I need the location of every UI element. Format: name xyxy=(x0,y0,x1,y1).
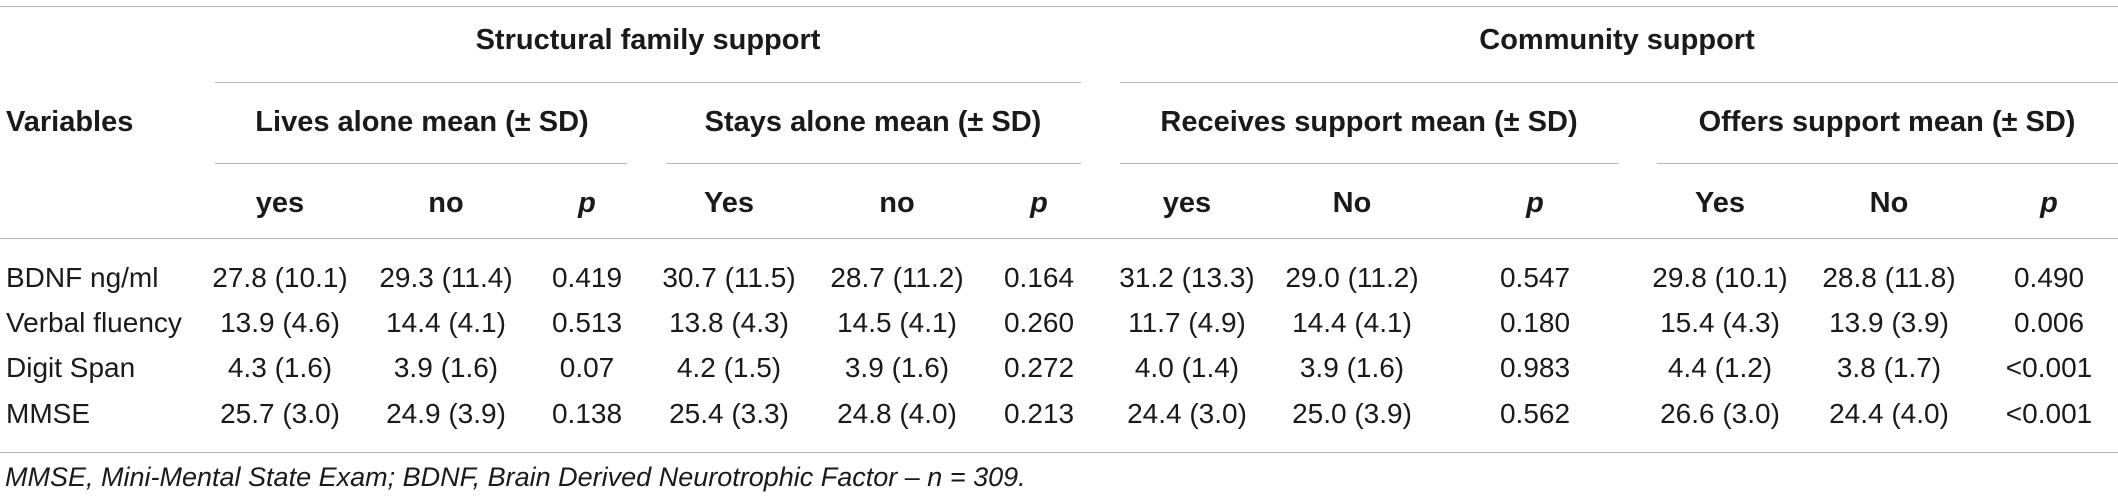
table-cell: 13.9 (3.9) xyxy=(1829,307,1949,338)
table-cell: 0.138 xyxy=(551,398,623,429)
table-cell: 0.006 xyxy=(2013,307,2085,338)
row-label: BDNF ng/ml xyxy=(6,262,159,293)
table-cell: <0.001 xyxy=(2005,352,2093,383)
table-cell: 25.0 (3.9) xyxy=(1292,398,1412,429)
table-cell: 4.3 (1.6) xyxy=(227,352,333,383)
variables-header: Variables xyxy=(6,106,134,138)
bottom-rule xyxy=(0,452,2118,453)
col-header-lives-yes: yes xyxy=(255,187,305,219)
table-cell: 0.513 xyxy=(551,307,623,338)
table-cell: 4.2 (1.5) xyxy=(676,352,782,383)
table-cell: 0.213 xyxy=(1003,398,1075,429)
col-header-stays-yes: Yes xyxy=(704,187,754,219)
col-header-offers-yes: Yes xyxy=(1695,187,1745,219)
table-cell: 3.9 (1.6) xyxy=(844,352,950,383)
table-cell: 28.7 (11.2) xyxy=(830,262,964,293)
table-cell: 0.180 xyxy=(1499,307,1571,338)
table-cell: 25.4 (3.3) xyxy=(669,398,789,429)
group-rule-community xyxy=(1120,82,2118,83)
group-header-community: Community support xyxy=(1479,24,1755,56)
table-cell: 0.272 xyxy=(1003,352,1075,383)
table-cell: 30.7 (11.5) xyxy=(662,262,796,293)
table-cell: 13.8 (4.3) xyxy=(669,307,789,338)
table-cell: <0.001 xyxy=(2005,398,2093,429)
group-header-structural: Structural family support xyxy=(475,24,821,56)
table-cell: 27.8 (10.1) xyxy=(212,262,348,293)
sub-header-stays-alone: Stays alone mean (± SD) xyxy=(704,106,1042,138)
table-cell: 29.8 (10.1) xyxy=(1652,262,1788,293)
table-cell: 0.07 xyxy=(559,352,615,383)
table-footnote: MMSE, Mini-Mental State Exam; BDNF, Brai… xyxy=(5,462,1026,492)
table-cell: 3.9 (1.6) xyxy=(393,352,499,383)
table-cell: 4.4 (1.2) xyxy=(1667,352,1773,383)
top-rule xyxy=(0,6,2118,7)
sub-rule-stays-alone xyxy=(666,163,1081,164)
col-header-receives-no: No xyxy=(1332,187,1372,219)
sub-rule-lives-alone xyxy=(215,163,627,164)
col-header-lives-no: no xyxy=(428,187,464,219)
table-cell: 25.7 (3.0) xyxy=(220,398,340,429)
sub-rule-offers-support xyxy=(1657,163,2118,164)
table-cell: 3.8 (1.7) xyxy=(1836,352,1942,383)
table-cell: 24.4 (4.0) xyxy=(1829,398,1949,429)
header-bottom-rule xyxy=(0,238,2118,239)
row-label: MMSE xyxy=(6,398,90,429)
table-cell: 15.4 (4.3) xyxy=(1660,307,1780,338)
group-rule-structural xyxy=(215,82,1081,83)
table-cell: 14.4 (4.1) xyxy=(1292,307,1412,338)
table-cell: 0.164 xyxy=(1003,262,1075,293)
sub-header-offers-support: Offers support mean (± SD) xyxy=(1698,106,2076,138)
table-cell: 29.3 (11.4) xyxy=(379,262,513,293)
col-header-stays-p: p xyxy=(1030,187,1048,219)
table-cell: 13.9 (4.6) xyxy=(220,307,340,338)
table-cell: 14.5 (4.1) xyxy=(837,307,957,338)
sub-header-lives-alone: Lives alone mean (± SD) xyxy=(255,106,589,138)
table-cell: 0.983 xyxy=(1499,352,1571,383)
table-cell: 24.9 (3.9) xyxy=(386,398,506,429)
table-cell: 29.0 (11.2) xyxy=(1285,262,1419,293)
table-cell: 11.7 (4.9) xyxy=(1128,307,1246,338)
row-label: Verbal fluency xyxy=(6,307,182,338)
col-header-offers-no: No xyxy=(1869,187,1909,219)
sub-header-receives-support: Receives support mean (± SD) xyxy=(1160,106,1578,138)
table-cell: 4.0 (1.4) xyxy=(1134,352,1240,383)
table-cell: 14.4 (4.1) xyxy=(386,307,506,338)
table-cell: 26.6 (3.0) xyxy=(1660,398,1780,429)
col-header-lives-p: p xyxy=(578,187,596,219)
row-label: Digit Span xyxy=(6,352,136,383)
table-cell: 0.260 xyxy=(1003,307,1075,338)
table-cell: 0.490 xyxy=(2013,262,2085,293)
col-header-receives-p: p xyxy=(1526,187,1544,219)
table-cell: 0.419 xyxy=(551,262,623,293)
col-header-offers-p: p xyxy=(2040,187,2058,219)
col-header-receives-yes: yes xyxy=(1162,187,1212,219)
col-header-stays-no: no xyxy=(879,187,915,219)
table-cell: 28.8 (11.8) xyxy=(1822,262,1956,293)
table-cell: 0.547 xyxy=(1499,262,1571,293)
sub-rule-receives-support xyxy=(1120,163,1618,164)
table-cell: 24.8 (4.0) xyxy=(837,398,957,429)
table-cell: 24.4 (3.0) xyxy=(1127,398,1247,429)
table-cell: 0.562 xyxy=(1499,398,1571,429)
table-cell: 3.9 (1.6) xyxy=(1299,352,1405,383)
table-cell: 31.2 (13.3) xyxy=(1119,262,1255,293)
